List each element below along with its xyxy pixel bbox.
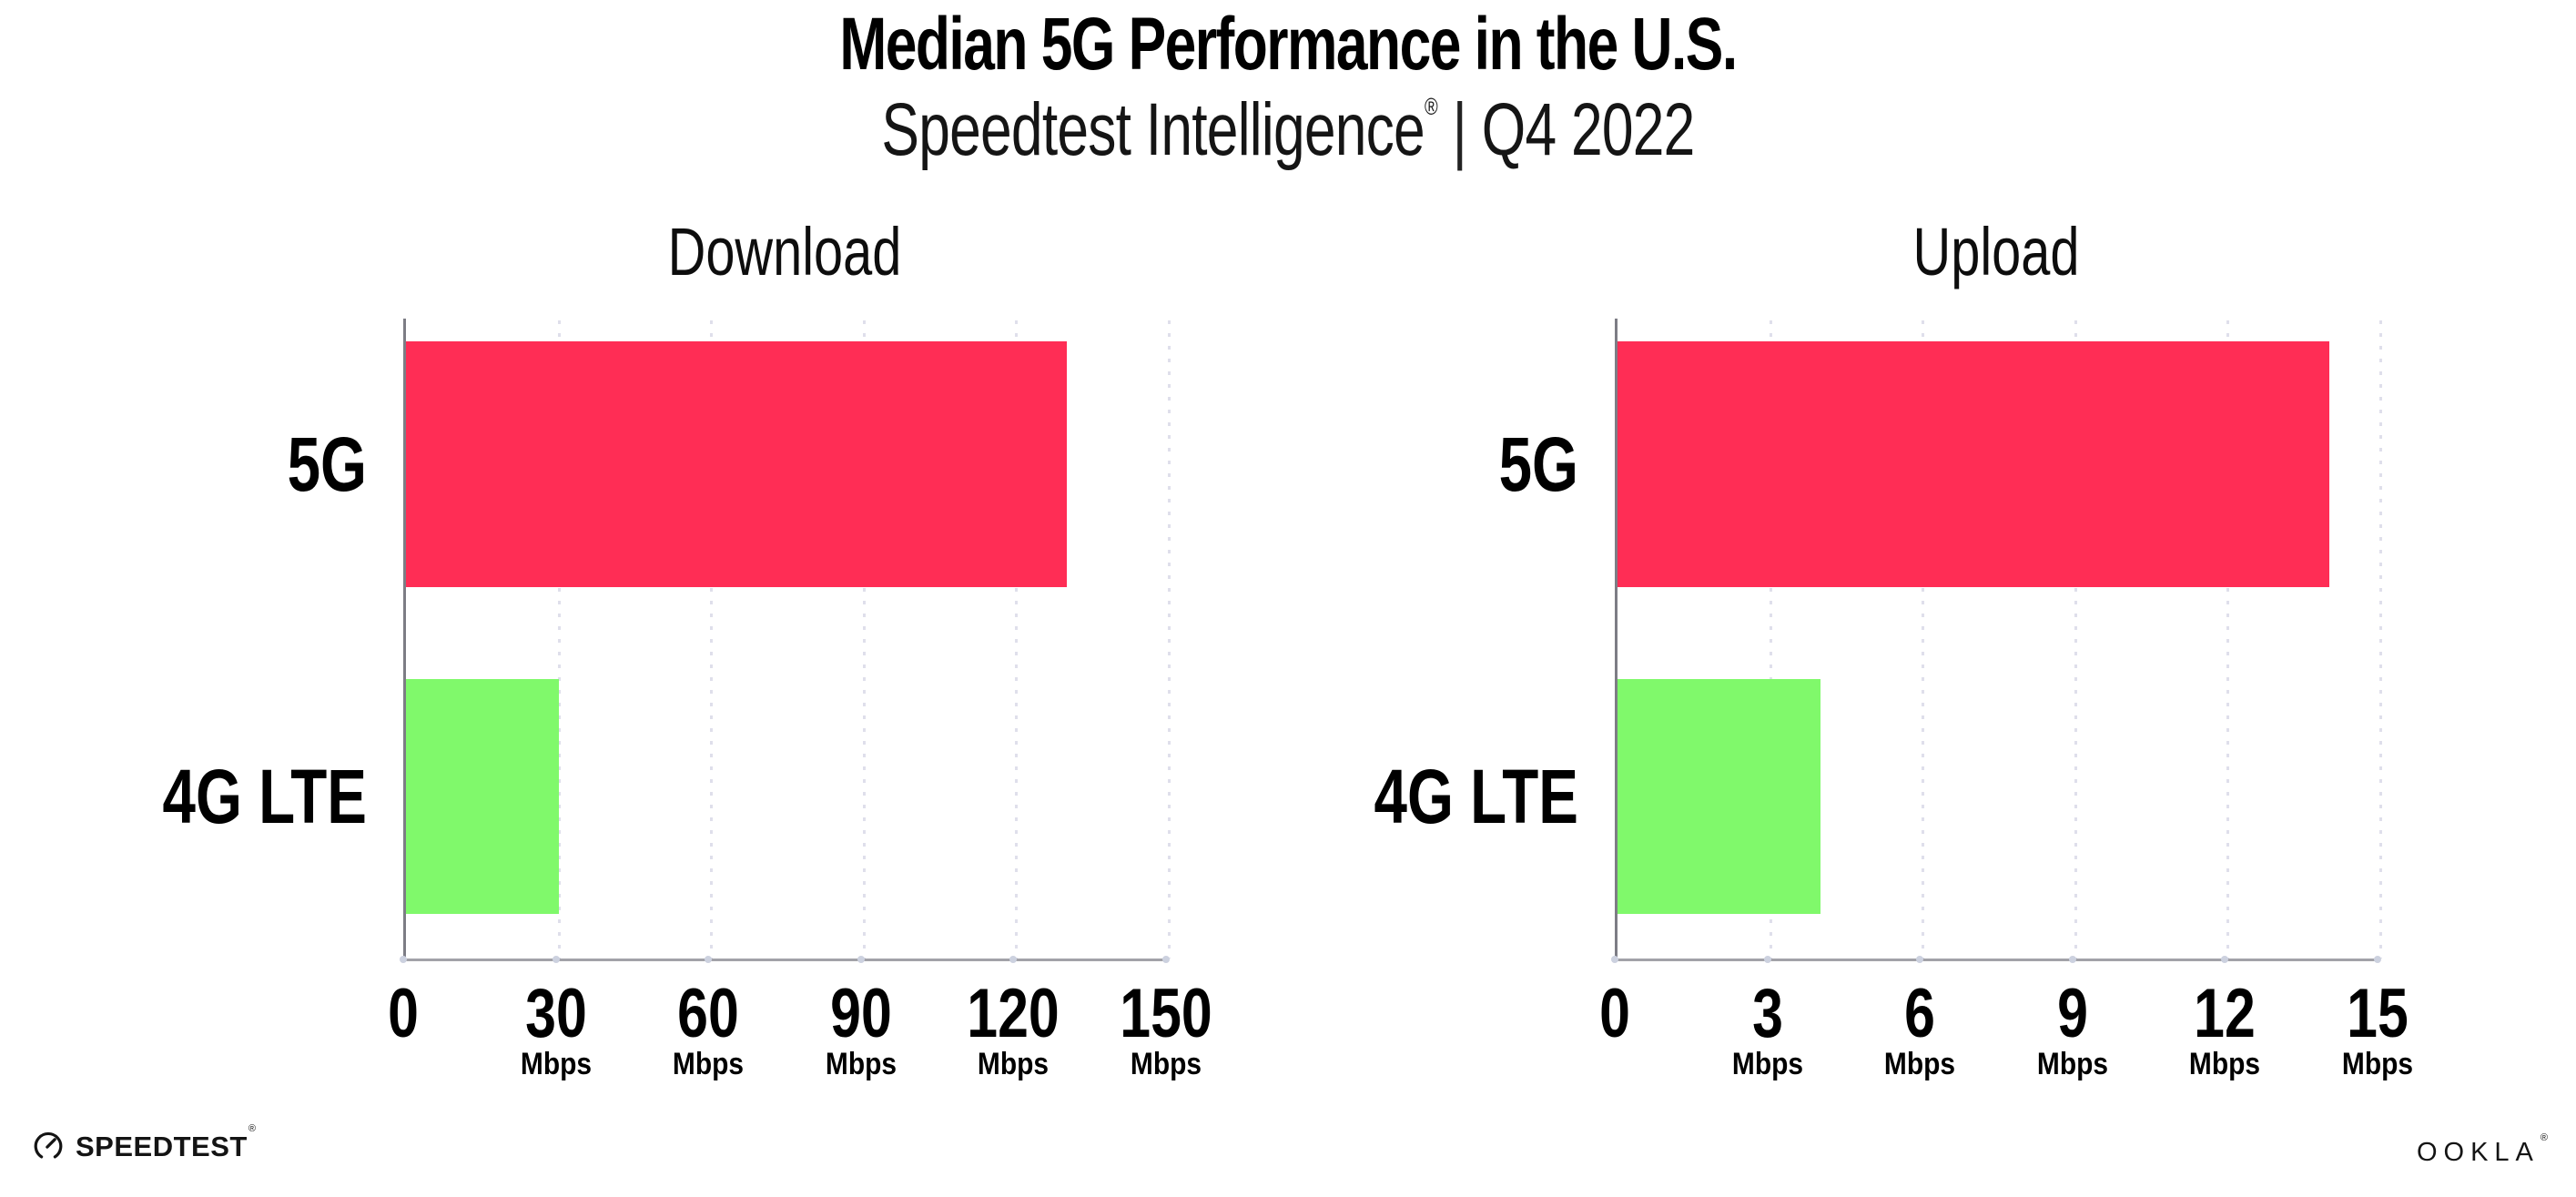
bar-5g-upload <box>1618 341 2330 587</box>
speedtest-logo-text: SPEEDTEST® <box>76 1122 257 1162</box>
axis-tick-dot-150-download <box>1162 956 1170 963</box>
x-tick-label-3-upload: 3 <box>1751 975 1783 1052</box>
axis-tick-dot-60-download <box>705 956 713 963</box>
gridline-120-download <box>1015 320 1019 959</box>
x-tick-unit-9-upload: Mbps <box>2036 1047 2108 1081</box>
x-tick-label-150-download: 150 <box>1120 975 1212 1052</box>
x-tick-label-0-upload: 0 <box>1599 975 1630 1052</box>
bar-4g-lte-upload <box>1618 679 1821 914</box>
x-tick-unit-90-download: Mbps <box>825 1047 897 1081</box>
axis-tick-dot-9-upload <box>2068 956 2076 963</box>
gridline-60-download <box>710 320 714 959</box>
x-tick-label-9-upload: 9 <box>2056 975 2088 1052</box>
category-label-5g-download: 5G <box>287 421 367 507</box>
x-tick-unit-3-upload: Mbps <box>1731 1047 1803 1081</box>
page-subtitle: Speedtest Intelligence® | Q4 2022 <box>309 93 2267 167</box>
axis-tick-dot-6-upload <box>1916 956 1924 963</box>
registered-trademark-icon: ® <box>1424 93 1438 120</box>
plot-area-upload <box>1615 319 2382 961</box>
x-tick-label-120-download: 120 <box>967 975 1060 1052</box>
gridline-30-download <box>557 320 561 959</box>
gridline-12-upload <box>2226 320 2230 959</box>
x-tick-label-15-upload: 15 <box>2347 975 2409 1052</box>
x-tick-unit-6-upload: Mbps <box>1884 1047 1956 1081</box>
panel-title-download: Download <box>667 214 902 289</box>
gridline-150-download <box>1168 320 1171 959</box>
axis-tick-dot-12-upload <box>2221 956 2229 963</box>
gridline-3-upload <box>1769 320 1772 959</box>
x-tick-label-12-upload: 12 <box>2194 975 2257 1052</box>
subtitle-period: Q4 2022 <box>1481 88 1696 171</box>
gridline-6-upload <box>1922 320 1925 959</box>
x-tick-unit-120-download: Mbps <box>978 1047 1050 1081</box>
axis-tick-dot-0-upload <box>1611 956 1618 963</box>
subtitle-brand: Speedtest Intelligence <box>881 88 1425 171</box>
ookla-logo-text: OOKLA <box>2416 1138 2540 1167</box>
gridline-90-download <box>862 320 866 959</box>
speedtest-gauge-icon <box>33 1131 64 1161</box>
speedtest-registered-mark: ® <box>248 1122 257 1134</box>
x-tick-unit-150-download: Mbps <box>1130 1047 1202 1081</box>
x-tick-unit-30-download: Mbps <box>520 1047 592 1081</box>
category-label-5g-upload: 5G <box>1498 421 1578 507</box>
axis-tick-dot-30-download <box>552 956 560 963</box>
axis-tick-dot-90-download <box>857 956 865 963</box>
x-tick-label-0-download: 0 <box>388 975 419 1052</box>
x-tick-label-60-download: 60 <box>677 975 739 1052</box>
plot-area-download <box>403 319 1171 961</box>
bar-5g-download <box>406 341 1068 587</box>
subtitle-separator: | <box>1452 88 1467 171</box>
category-label-4g-lte-upload: 4G LTE <box>1374 754 1578 839</box>
x-tick-label-30-download: 30 <box>524 975 587 1052</box>
axis-tick-dot-3-upload <box>1763 956 1771 963</box>
ookla-registered-mark: ® <box>2540 1132 2548 1143</box>
speedtest-logo: SPEEDTEST® <box>33 1122 257 1162</box>
axis-tick-dot-15-upload <box>2374 956 2381 963</box>
axis-tick-dot-120-download <box>1009 956 1018 963</box>
category-label-4g-lte-download: 4G LTE <box>162 754 367 839</box>
x-tick-unit-60-download: Mbps <box>673 1047 745 1081</box>
page-title: Median 5G Performance in the U.S. <box>839 3 1738 86</box>
bar-4g-lte-download <box>406 679 559 914</box>
axis-tick-dot-0-download <box>400 956 407 963</box>
x-tick-label-6-upload: 6 <box>1904 975 1936 1052</box>
x-tick-unit-15-upload: Mbps <box>2341 1047 2414 1081</box>
ookla-logo: OOKLA® <box>2416 1133 2548 1167</box>
gridline-15-upload <box>2379 320 2382 959</box>
x-tick-unit-12-upload: Mbps <box>2189 1047 2261 1081</box>
panel-title-upload: Upload <box>1912 214 2080 289</box>
x-tick-label-90-download: 90 <box>829 975 892 1052</box>
gridline-9-upload <box>2074 320 2077 959</box>
